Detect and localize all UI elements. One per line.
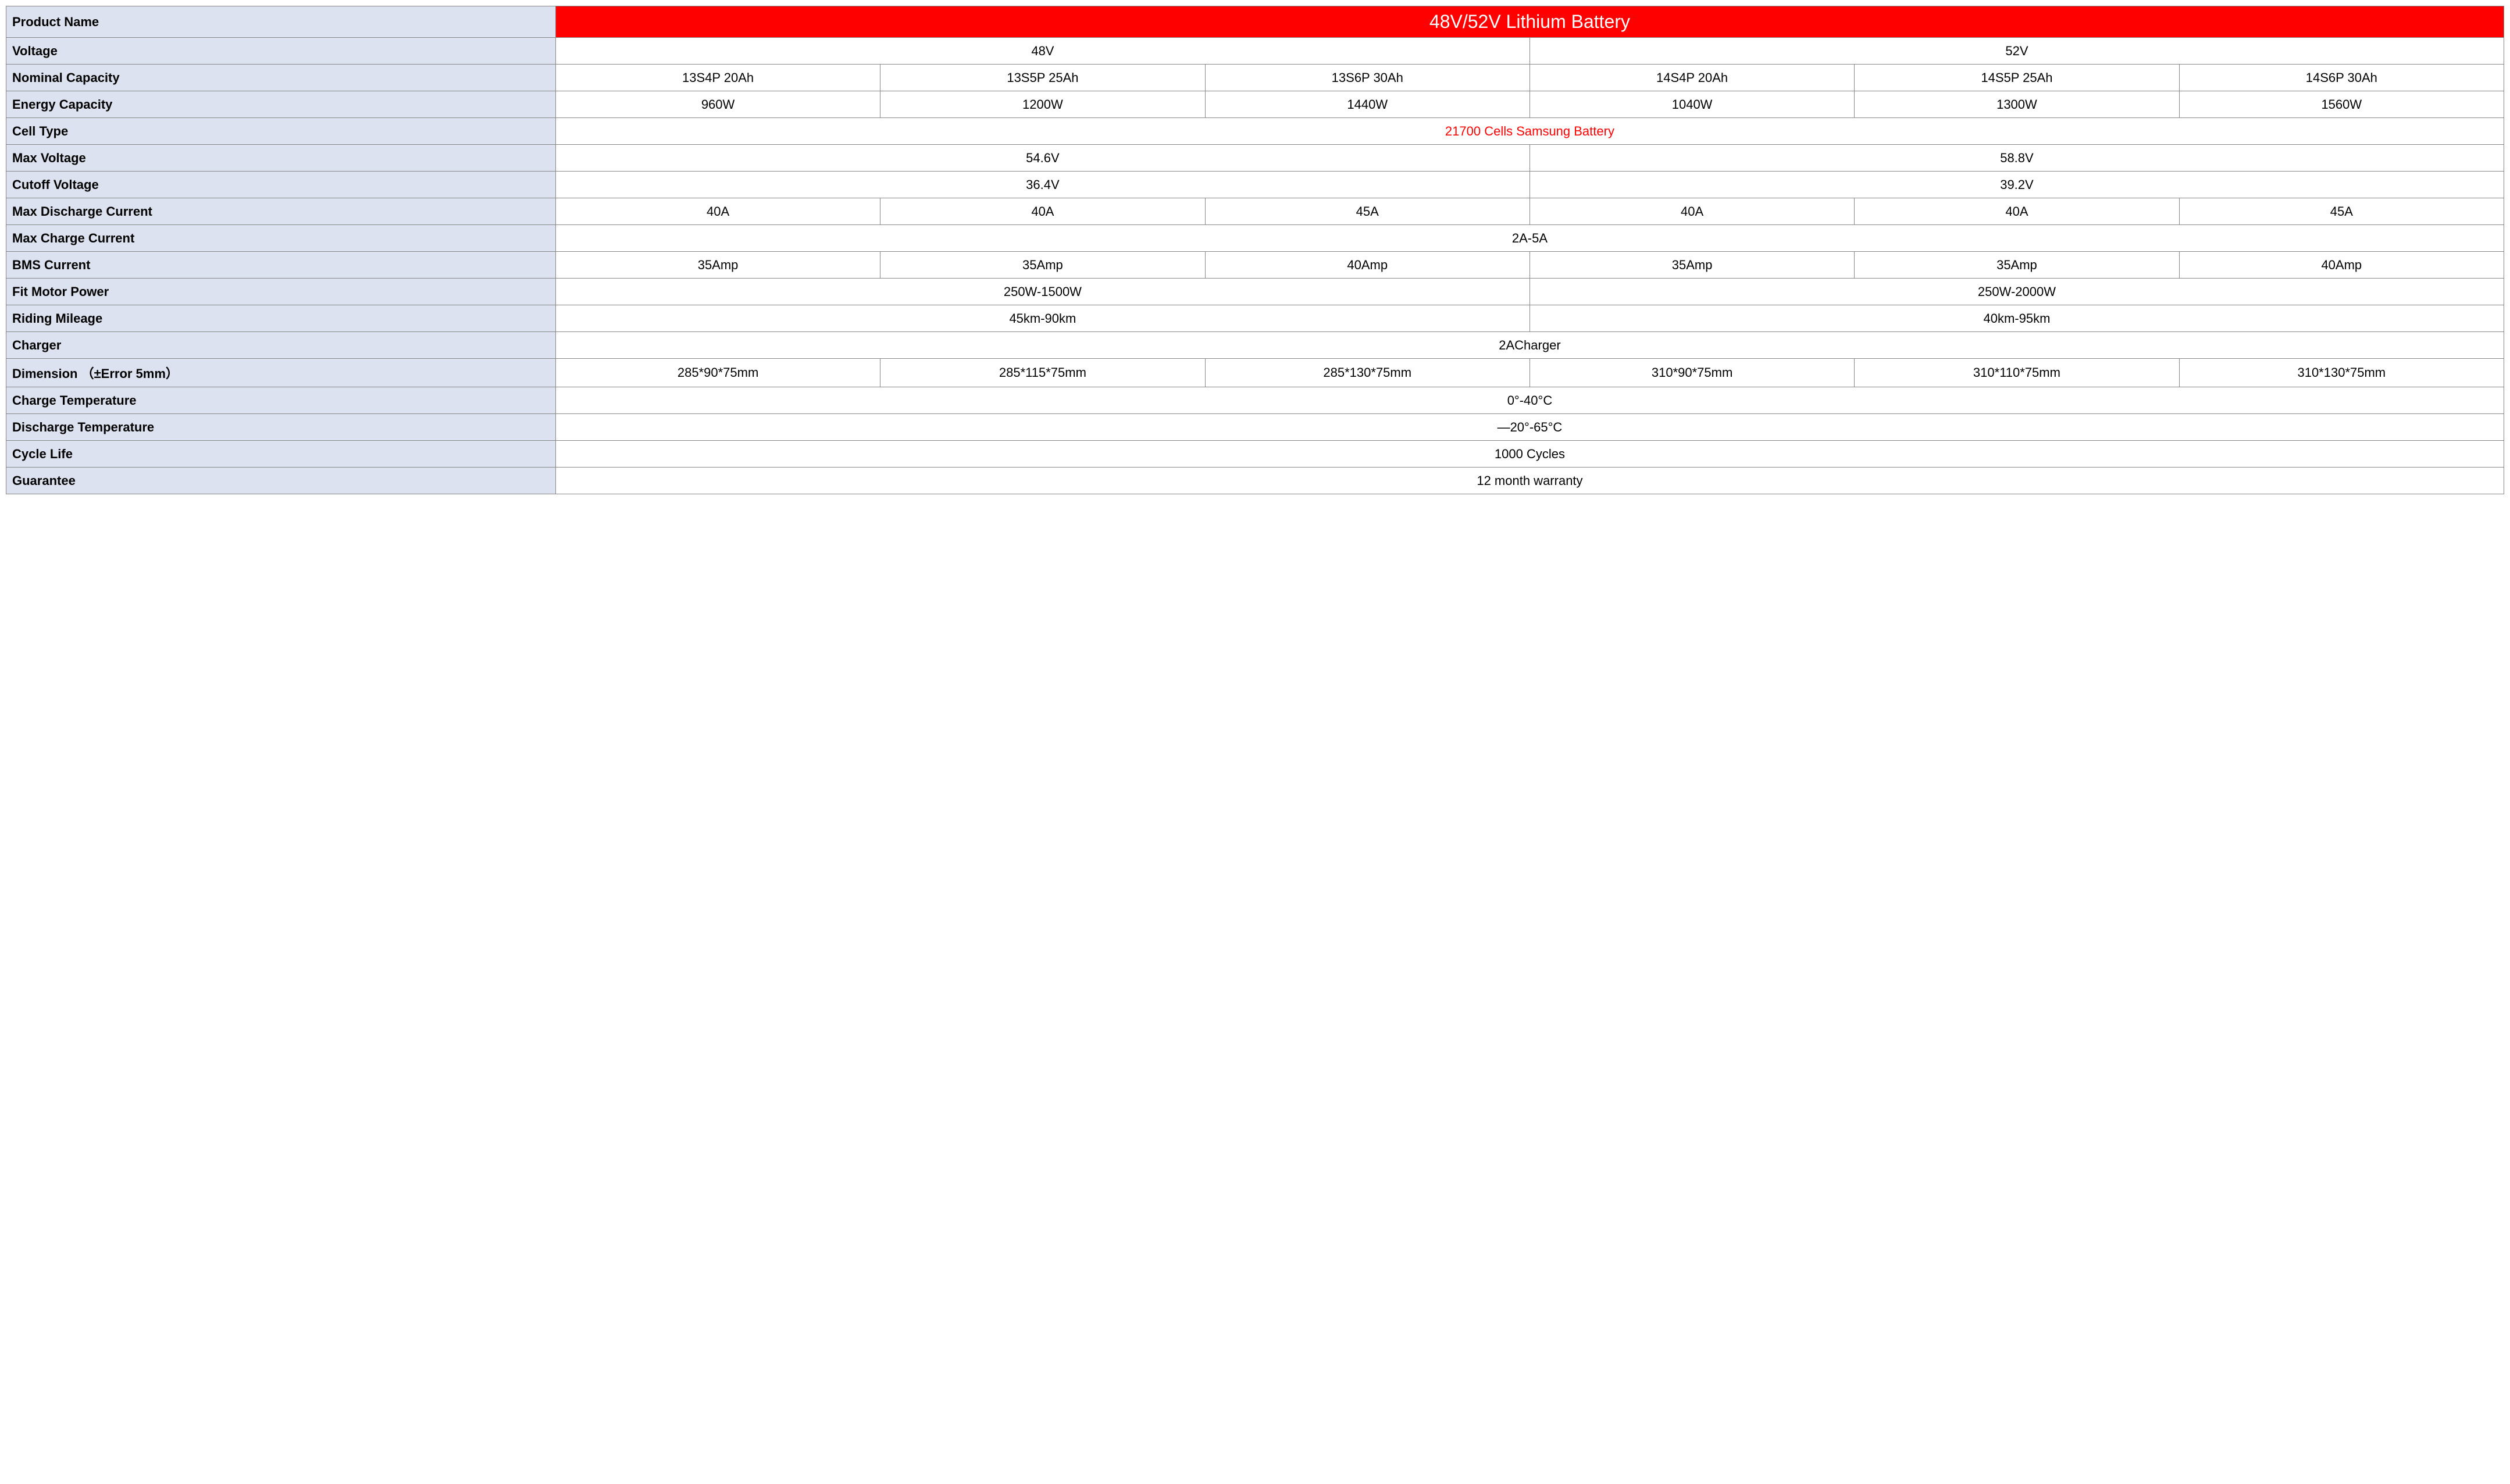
data-cell: 250W-2000W [1529, 279, 2504, 305]
table-row: Cycle Life 1000 Cycles [6, 441, 2504, 468]
battery-spec-table: Product Name 48V/52V Lithium Battery Vol… [6, 6, 2504, 494]
data-cell: 1000 Cycles [555, 441, 2504, 468]
data-cell: 45km-90km [555, 305, 1529, 332]
label-cutoff-voltage: Cutoff Voltage [6, 172, 556, 198]
data-cell: 1440W [1205, 91, 1529, 118]
label-cycle-life: Cycle Life [6, 441, 556, 468]
data-cell: 285*90*75mm [555, 359, 880, 387]
data-cell: 0°-40°C [555, 387, 2504, 414]
data-cell: 40A [555, 198, 880, 225]
data-cell: 310*110*75mm [1855, 359, 2179, 387]
label-charge-temp: Charge Temperature [6, 387, 556, 414]
table-row: Riding Mileage 45km-90km 40km-95km [6, 305, 2504, 332]
label-fit-motor: Fit Motor Power [6, 279, 556, 305]
data-cell: 14S4P 20Ah [1529, 65, 1854, 91]
label-discharge-temp: Discharge Temperature [6, 414, 556, 441]
data-cell: 35Amp [1855, 252, 2179, 279]
table-row: Max Charge Current 2A-5A [6, 225, 2504, 252]
data-cell: 285*130*75mm [1205, 359, 1529, 387]
data-cell: 13S5P 25Ah [880, 65, 1205, 91]
table-row: Dimension （±Error 5mm） 285*90*75mm 285*1… [6, 359, 2504, 387]
data-cell: 13S6P 30Ah [1205, 65, 1529, 91]
table-row: Max Discharge Current 40A 40A 45A 40A 40… [6, 198, 2504, 225]
label-max-voltage: Max Voltage [6, 145, 556, 172]
data-cell: —20°-65°C [555, 414, 2504, 441]
table-row: Max Voltage 54.6V 58.8V [6, 145, 2504, 172]
data-cell: 58.8V [1529, 145, 2504, 172]
data-cell: 960W [555, 91, 880, 118]
data-cell: 35Amp [1529, 252, 1854, 279]
cell-type-value: 21700 Cells Samsung Battery [555, 118, 2504, 145]
data-cell: 40A [1855, 198, 2179, 225]
table-row: Nominal Capacity 13S4P 20Ah 13S5P 25Ah 1… [6, 65, 2504, 91]
label-product-name: Product Name [6, 6, 556, 38]
data-cell: 1200W [880, 91, 1205, 118]
data-cell: 35Amp [555, 252, 880, 279]
data-cell: 1560W [2179, 91, 2504, 118]
table-row: Cutoff Voltage 36.4V 39.2V [6, 172, 2504, 198]
voltage-48v: 48V [555, 38, 1529, 65]
table-row: Fit Motor Power 250W-1500W 250W-2000W [6, 279, 2504, 305]
label-max-discharge: Max Discharge Current [6, 198, 556, 225]
data-cell: 310*130*75mm [2179, 359, 2504, 387]
data-cell: 40A [880, 198, 1205, 225]
data-cell: 1040W [1529, 91, 1854, 118]
table-row: Voltage 48V 52V [6, 38, 2504, 65]
label-energy-capacity: Energy Capacity [6, 91, 556, 118]
data-cell: 40km-95km [1529, 305, 2504, 332]
data-cell: 12 month warranty [555, 468, 2504, 494]
data-cell: 35Amp [880, 252, 1205, 279]
data-cell: 45A [2179, 198, 2504, 225]
data-cell: 285*115*75mm [880, 359, 1205, 387]
label-bms-current: BMS Current [6, 252, 556, 279]
table-row: Discharge Temperature —20°-65°C [6, 414, 2504, 441]
label-riding-mileage: Riding Mileage [6, 305, 556, 332]
data-cell: 36.4V [555, 172, 1529, 198]
table-row: BMS Current 35Amp 35Amp 40Amp 35Amp 35Am… [6, 252, 2504, 279]
table-row: Charge Temperature 0°-40°C [6, 387, 2504, 414]
data-cell: 250W-1500W [555, 279, 1529, 305]
voltage-52v: 52V [1529, 38, 2504, 65]
data-cell: 39.2V [1529, 172, 2504, 198]
data-cell: 2ACharger [555, 332, 2504, 359]
label-voltage: Voltage [6, 38, 556, 65]
data-cell: 54.6V [555, 145, 1529, 172]
table-row: Product Name 48V/52V Lithium Battery [6, 6, 2504, 38]
title-value: 48V/52V Lithium Battery [555, 6, 2504, 38]
data-cell: 40A [1529, 198, 1854, 225]
data-cell: 14S6P 30Ah [2179, 65, 2504, 91]
data-cell: 310*90*75mm [1529, 359, 1854, 387]
data-cell: 1300W [1855, 91, 2179, 118]
label-cell-type: Cell Type [6, 118, 556, 145]
data-cell: 45A [1205, 198, 1529, 225]
table-row: Energy Capacity 960W 1200W 1440W 1040W 1… [6, 91, 2504, 118]
label-guarantee: Guarantee [6, 468, 556, 494]
table-row: Cell Type 21700 Cells Samsung Battery [6, 118, 2504, 145]
label-nominal-capacity: Nominal Capacity [6, 65, 556, 91]
label-charger: Charger [6, 332, 556, 359]
data-cell: 2A-5A [555, 225, 2504, 252]
data-cell: 13S4P 20Ah [555, 65, 880, 91]
data-cell: 40Amp [1205, 252, 1529, 279]
data-cell: 14S5P 25Ah [1855, 65, 2179, 91]
table-row: Charger 2ACharger [6, 332, 2504, 359]
label-dimension: Dimension （±Error 5mm） [6, 359, 556, 387]
data-cell: 40Amp [2179, 252, 2504, 279]
label-max-charge: Max Charge Current [6, 225, 556, 252]
table-row: Guarantee 12 month warranty [6, 468, 2504, 494]
